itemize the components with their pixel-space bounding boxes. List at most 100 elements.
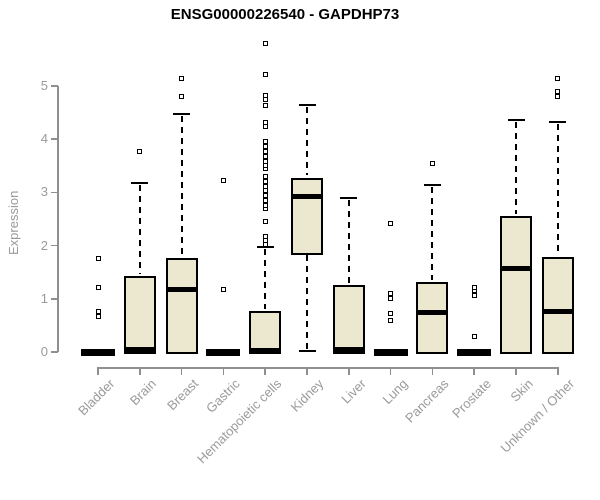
outlier-point bbox=[471, 284, 477, 290]
outlier-point bbox=[220, 177, 226, 183]
x-tick bbox=[473, 368, 475, 375]
x-tick bbox=[515, 368, 517, 375]
outlier-point bbox=[220, 286, 226, 292]
outlier-point bbox=[262, 202, 268, 208]
x-tick-label-liver: Liver bbox=[337, 376, 369, 407]
median-line bbox=[249, 348, 282, 354]
outlier-point bbox=[262, 188, 268, 194]
x-tick bbox=[431, 368, 434, 375]
outlier-point bbox=[471, 334, 477, 340]
whisker-cap bbox=[131, 182, 149, 185]
median-line bbox=[123, 347, 156, 353]
x-tick bbox=[139, 368, 141, 375]
outlier-point bbox=[179, 94, 185, 100]
outlier-point bbox=[262, 139, 268, 145]
outlier-point bbox=[262, 148, 268, 154]
y-tick-label: 4 bbox=[40, 131, 48, 147]
whisker bbox=[264, 248, 267, 310]
y-tick-label: 2 bbox=[40, 237, 48, 253]
whisker-cap bbox=[173, 113, 191, 116]
outlier-point bbox=[388, 310, 394, 316]
y-axis-line bbox=[57, 86, 59, 352]
outlier-point bbox=[555, 94, 561, 100]
y-axis-label: Expression bbox=[6, 190, 21, 255]
whisker bbox=[556, 123, 559, 255]
chart-title: ENSG00000226540 - GAPDHP73 bbox=[170, 6, 400, 23]
x-tick-label-bladder: Bladder bbox=[75, 376, 118, 419]
x-tick-label-gastric: Gastric bbox=[203, 376, 244, 416]
x-tick-label-breast: Breast bbox=[164, 376, 202, 414]
outlier-point bbox=[95, 309, 101, 315]
x-tick bbox=[348, 368, 350, 375]
whisker bbox=[431, 187, 434, 281]
x-tick-label-pancreas: Pancreas bbox=[402, 376, 453, 426]
y-tick bbox=[51, 244, 58, 247]
outlier-point bbox=[388, 295, 394, 301]
y-tick bbox=[51, 138, 58, 140]
outlier-point bbox=[179, 76, 185, 82]
outlier-point bbox=[95, 314, 101, 320]
box-kidney bbox=[291, 177, 323, 255]
outlier-point bbox=[262, 97, 268, 103]
whisker bbox=[180, 116, 183, 257]
flat-box bbox=[457, 349, 492, 356]
outlier-point bbox=[137, 148, 143, 154]
outlier-point bbox=[262, 102, 268, 108]
median-line bbox=[541, 309, 574, 315]
y-tick-label: 5 bbox=[40, 78, 48, 93]
whisker-cap bbox=[340, 197, 358, 200]
box-liver bbox=[332, 284, 365, 354]
outlier-point bbox=[262, 178, 268, 184]
x-tick-label-lung: Lung bbox=[379, 376, 411, 408]
box-skin bbox=[500, 215, 532, 354]
x-axis-line bbox=[96, 367, 560, 369]
outlier-point bbox=[262, 93, 268, 99]
outlier-point bbox=[262, 173, 268, 179]
x-tick bbox=[306, 368, 308, 375]
x-tick bbox=[264, 368, 266, 375]
box-breast bbox=[165, 258, 198, 354]
outlier-point bbox=[388, 220, 394, 226]
whisker bbox=[347, 200, 350, 283]
outlier-point bbox=[262, 158, 268, 164]
x-tick bbox=[389, 368, 392, 375]
outlier-point bbox=[262, 197, 268, 203]
y-tick-label: 1 bbox=[40, 290, 48, 306]
median-line bbox=[165, 287, 198, 293]
x-tick-label-unknown-other: Unknown / Other bbox=[497, 376, 578, 456]
box-unknown-other bbox=[541, 256, 574, 354]
outlier-point bbox=[388, 290, 394, 296]
outlier-point bbox=[262, 183, 268, 189]
y-tick-label: 0 bbox=[40, 344, 48, 359]
median-line bbox=[500, 265, 532, 271]
whisker bbox=[306, 107, 308, 176]
outlier-point bbox=[95, 285, 101, 291]
outlier-point bbox=[555, 89, 561, 95]
outlier-point bbox=[262, 72, 268, 78]
whisker-cap bbox=[256, 245, 274, 248]
outlier-point bbox=[262, 163, 268, 169]
whisker-cap bbox=[298, 349, 316, 352]
whisker-cap bbox=[423, 184, 441, 187]
x-tick bbox=[222, 368, 225, 375]
x-tick bbox=[557, 368, 559, 375]
outlier-point bbox=[429, 160, 435, 166]
y-tick bbox=[51, 191, 58, 194]
y-tick bbox=[51, 351, 58, 353]
outlier-point bbox=[262, 144, 268, 150]
x-tick bbox=[97, 368, 99, 375]
median-line bbox=[332, 346, 365, 352]
whisker bbox=[306, 254, 308, 349]
box-brain bbox=[123, 276, 156, 354]
outlier-point bbox=[262, 237, 268, 243]
median-line bbox=[416, 309, 449, 315]
x-tick bbox=[180, 368, 183, 375]
flat-box bbox=[373, 349, 408, 356]
outlier-point bbox=[262, 153, 268, 159]
whisker bbox=[515, 122, 517, 214]
outlier-point bbox=[262, 219, 268, 225]
outlier-point bbox=[95, 255, 101, 261]
outlier-point bbox=[555, 76, 561, 82]
y-tick bbox=[51, 85, 58, 87]
flat-box bbox=[206, 349, 241, 356]
